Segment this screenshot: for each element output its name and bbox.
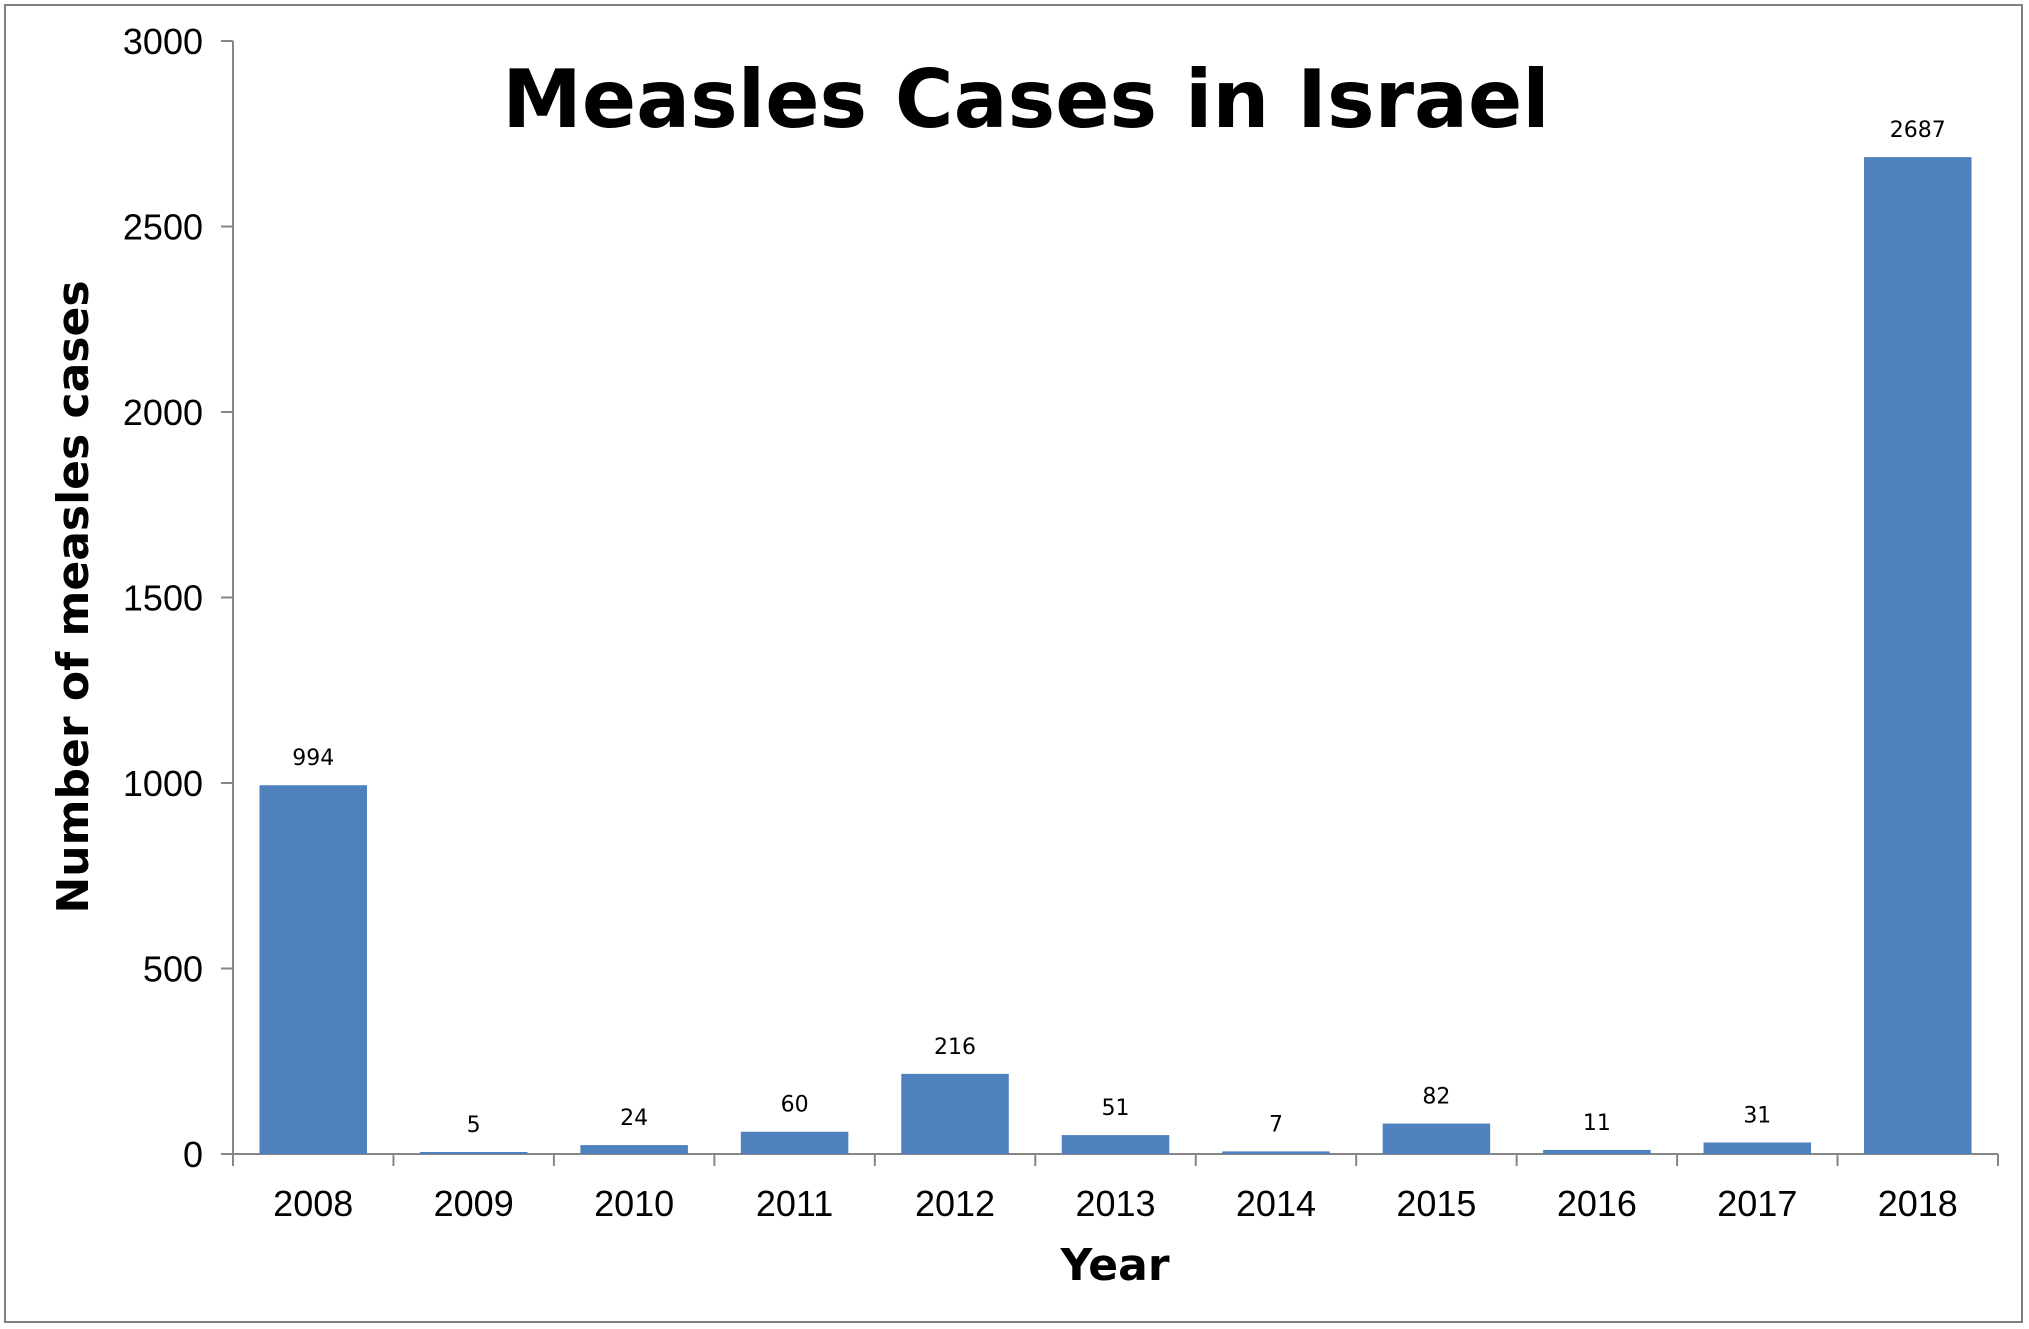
data-label-2008: 994 — [292, 746, 334, 771]
x-tick-label: 2017 — [1717, 1183, 1797, 1224]
chart-title: Measles Cases in Israel — [502, 53, 1549, 146]
y-axis: 0 500 1000 1500 2000 2500 3000 — [123, 21, 234, 1175]
data-label-2009: 5 — [467, 1113, 481, 1138]
x-tick-label: 2010 — [594, 1183, 674, 1224]
y-tick-label: 2000 — [123, 392, 203, 433]
data-label-2010: 24 — [620, 1106, 648, 1131]
bar-2014 — [1222, 1151, 1330, 1154]
bar-2012 — [901, 1073, 1009, 1154]
x-axis-title: Year — [1059, 1240, 1169, 1291]
data-label-2016: 11 — [1583, 1111, 1611, 1136]
x-tick-label: 2015 — [1396, 1183, 1476, 1224]
bar-2013 — [1061, 1135, 1170, 1154]
y-tick-label: 3000 — [123, 21, 203, 62]
bar-2015 — [1382, 1123, 1491, 1154]
x-tick-label: 2016 — [1557, 1183, 1637, 1224]
x-tick-label: 2014 — [1236, 1183, 1316, 1224]
y-tick-label: 500 — [143, 949, 203, 990]
bar-2008 — [259, 785, 367, 1154]
data-label-2012: 216 — [934, 1035, 976, 1060]
x-tick-label: 2008 — [273, 1183, 353, 1224]
bars — [259, 157, 1972, 1155]
bar-2017 — [1703, 1142, 1812, 1154]
data-label-2014: 7 — [1269, 1112, 1283, 1137]
data-label-2011: 60 — [781, 1093, 809, 1118]
x-tick-label: 2018 — [1878, 1183, 1958, 1224]
y-tick-label: 2500 — [123, 207, 203, 248]
y-tick-label: 1000 — [123, 763, 203, 804]
data-label-2017: 31 — [1743, 1103, 1771, 1128]
x-tick-label: 2012 — [915, 1183, 995, 1224]
y-tick-label: 0 — [183, 1134, 203, 1175]
data-label-2015: 82 — [1422, 1085, 1450, 1110]
bar-2018 — [1864, 157, 1972, 1155]
bar-2010 — [580, 1145, 688, 1154]
bar-2009 — [419, 1152, 528, 1154]
x-tick-label: 2009 — [434, 1183, 514, 1224]
y-tick-label: 1500 — [123, 578, 203, 619]
data-label-2013: 51 — [1102, 1096, 1130, 1121]
bar-2011 — [740, 1131, 849, 1154]
x-axis: 2008 2009 2010 2011 2012 2013 2014 2015 2016 2017… — [232, 1153, 1999, 1224]
x-tick-label: 2013 — [1075, 1183, 1155, 1224]
y-axis-title: Number of measles cases — [48, 280, 99, 913]
data-label-2018: 2687 — [1890, 118, 1946, 143]
x-tick-label: 2011 — [756, 1183, 833, 1224]
bar-2016 — [1543, 1149, 1651, 1154]
data-labels: 994 5 24 60 216 51 7 82 11 31 2687 — [292, 118, 1946, 1138]
